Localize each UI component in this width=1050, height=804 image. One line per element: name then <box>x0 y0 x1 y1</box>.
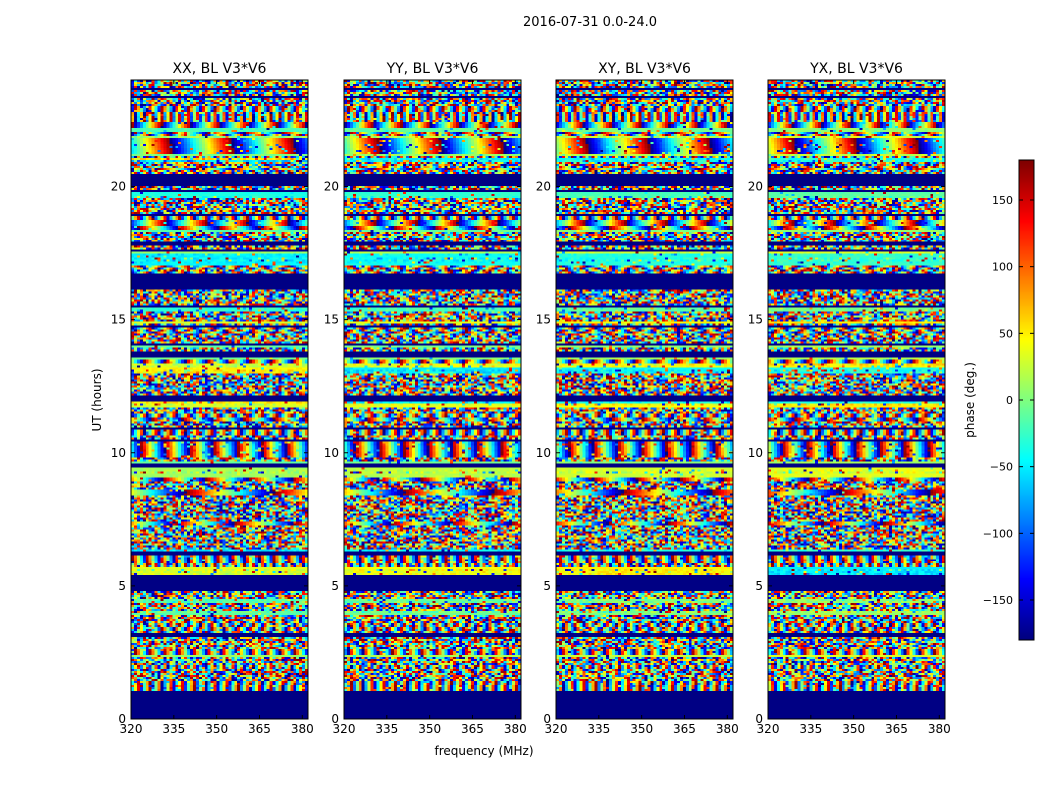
panel-4: YX, BL V3*V6 320 335 350 365 380 0 5 10 15 20 <box>748 61 951 736</box>
panel-2-ytick-label: 0 <box>331 712 339 726</box>
panel-1-xtick-label: 320 <box>120 722 143 736</box>
panel-1-xtick-label: 335 <box>162 722 185 736</box>
panel-1-frame <box>130 79 309 720</box>
panel-2-xtick-label: 335 <box>375 722 398 736</box>
panel-3-ytick-label: 0 <box>543 712 551 726</box>
panel-2-xtick-label: 365 <box>461 722 484 736</box>
panel-2-xtick-label: 350 <box>418 722 441 736</box>
x-axis-label: frequency (MHz) <box>434 744 533 758</box>
panel-3-title: XY, BL V3*V6 <box>598 61 691 77</box>
panel-3-xtick-label: 350 <box>630 722 653 736</box>
colorbar-tick-label: 50 <box>999 327 1013 340</box>
panel-3-xtick-label: 320 <box>545 722 568 736</box>
panel-1-xtick-label: 350 <box>205 722 228 736</box>
y-axis-label: UT (hours) <box>90 368 104 431</box>
colorbar-tick-label: 0 <box>1006 394 1013 407</box>
panel-4-ytick-label: 20 <box>748 180 763 194</box>
panel-2-xtick-label: 380 <box>504 722 527 736</box>
panel-2-heatmap <box>344 80 521 719</box>
panel-3-frame <box>555 79 734 720</box>
panel-4-ytick-label: 15 <box>748 313 763 327</box>
panel-4-ytick-label: 5 <box>755 579 763 593</box>
panel-4-xtick-label: 335 <box>799 722 822 736</box>
panel-3-xtick-label: 365 <box>673 722 696 736</box>
panel-2-frame <box>343 79 522 720</box>
panel-4-ytick-label: 0 <box>755 712 763 726</box>
colorbar-tick-label: −100 <box>983 527 1013 540</box>
panel-2-ytick-label: 10 <box>324 446 339 460</box>
panel-2-ytick-label: 5 <box>331 579 339 593</box>
panel-1-ytick-label: 0 <box>118 712 126 726</box>
panel-3-xtick-label: 380 <box>716 722 739 736</box>
panel-2-ytick-label: 20 <box>324 180 339 194</box>
panel-3-ytick-label: 20 <box>536 180 551 194</box>
panel-3-ytick-label: 10 <box>536 446 551 460</box>
panel-1-ytick-label: 15 <box>111 313 126 327</box>
panel-4-title: YX, BL V3*V6 <box>809 61 903 77</box>
panel-2-title: YY, BL V3*V6 <box>386 61 479 77</box>
panel-1-title: XX, BL V3*V6 <box>173 61 267 77</box>
panel-2-ytick-label: 15 <box>324 313 339 327</box>
panel-4-xtick-label: 320 <box>757 722 780 736</box>
colorbar-tick-label: −50 <box>990 461 1013 474</box>
colorbar: 150 100 50 0 −50 −100 −150 <box>983 159 1035 641</box>
panel-3-ytick-label: 5 <box>543 579 551 593</box>
figure-suptitle: 2016-07-31 0.0-24.0 <box>523 15 657 30</box>
panel-4-xtick-label: 350 <box>842 722 865 736</box>
panel-3-xtick-label: 335 <box>587 722 610 736</box>
panel-1-xtick-label: 380 <box>291 722 314 736</box>
panel-3-ytick-label: 15 <box>536 313 551 327</box>
panel-3: XY, BL V3*V6 320 335 350 365 380 0 5 10 15 20 <box>536 61 739 736</box>
colorbar-tick-label: 100 <box>992 261 1013 274</box>
panel-4-frame <box>767 79 946 720</box>
panel-4-ytick-label: 10 <box>748 446 763 460</box>
panel-1-heatmap <box>131 80 308 719</box>
panel-2: YY, BL V3*V6 320 335 350 365 380 0 5 10 15 20 <box>324 61 527 736</box>
colorbar-label: phase (deg.) <box>963 362 977 438</box>
panel-1-ytick-label: 5 <box>118 579 126 593</box>
panel-1-ytick-label: 20 <box>111 180 126 194</box>
panel-1-ytick-label: 10 <box>111 446 126 460</box>
panel-1-xtick-label: 365 <box>248 722 271 736</box>
panel-4-xtick-label: 380 <box>928 722 951 736</box>
colorbar-tick-label: −150 <box>983 594 1013 607</box>
panel-3-heatmap <box>556 80 733 719</box>
panel-4-xtick-label: 365 <box>885 722 908 736</box>
colorbar-tick-label: 150 <box>992 194 1013 207</box>
panel-1: XX, BL V3*V6 320 335 350 365 380 0 5 10 15 20 <box>111 61 314 736</box>
panel-2-xtick-label: 320 <box>333 722 356 736</box>
panel-4-heatmap <box>768 80 945 719</box>
colorbar-gradient <box>1019 160 1034 640</box>
